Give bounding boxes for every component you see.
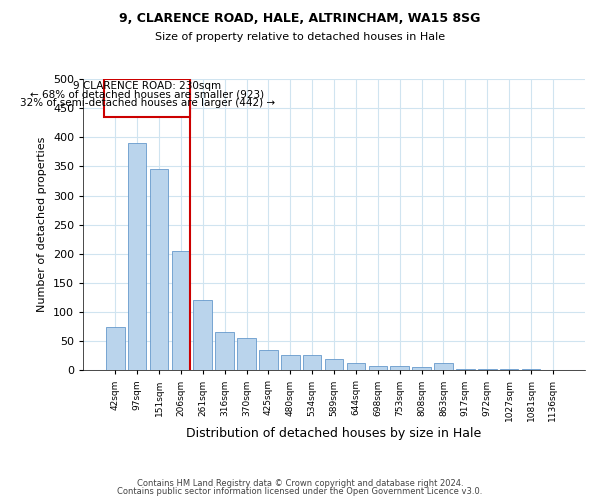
Bar (434, 362, 453, 370)
Y-axis label: Number of detached properties: Number of detached properties (37, 137, 47, 312)
Bar (500, 369, 518, 370)
Text: 9 CLARENCE ROAD: 230sqm: 9 CLARENCE ROAD: 230sqm (73, 82, 221, 92)
Bar (368, 366, 387, 370)
Text: ← 68% of detached houses are smaller (923): ← 68% of detached houses are smaller (92… (30, 90, 265, 100)
Bar (259, 350, 278, 370)
Bar (104, 79, 190, 117)
Text: Contains public sector information licensed under the Open Government Licence v3: Contains public sector information licen… (118, 487, 482, 496)
Text: 32% of semi-detached houses are larger (442) →: 32% of semi-detached houses are larger (… (20, 98, 275, 108)
Bar (303, 354, 322, 370)
Bar (237, 338, 256, 370)
Bar (522, 369, 541, 370)
Bar (215, 332, 234, 370)
Bar (106, 326, 125, 370)
Bar (412, 368, 431, 370)
Bar (281, 354, 299, 370)
Bar (391, 366, 409, 370)
Text: Size of property relative to detached houses in Hale: Size of property relative to detached ho… (155, 32, 445, 42)
Text: 9, CLARENCE ROAD, HALE, ALTRINCHAM, WA15 8SG: 9, CLARENCE ROAD, HALE, ALTRINCHAM, WA15… (119, 12, 481, 26)
Bar (456, 368, 475, 370)
Bar (325, 358, 343, 370)
Bar (172, 251, 190, 370)
Bar (150, 170, 169, 370)
X-axis label: Distribution of detached houses by size in Hale: Distribution of detached houses by size … (187, 427, 482, 440)
Bar (193, 300, 212, 370)
Bar (128, 143, 146, 370)
Bar (478, 369, 497, 370)
Text: Contains HM Land Registry data © Crown copyright and database right 2024.: Contains HM Land Registry data © Crown c… (137, 478, 463, 488)
Bar (347, 362, 365, 370)
